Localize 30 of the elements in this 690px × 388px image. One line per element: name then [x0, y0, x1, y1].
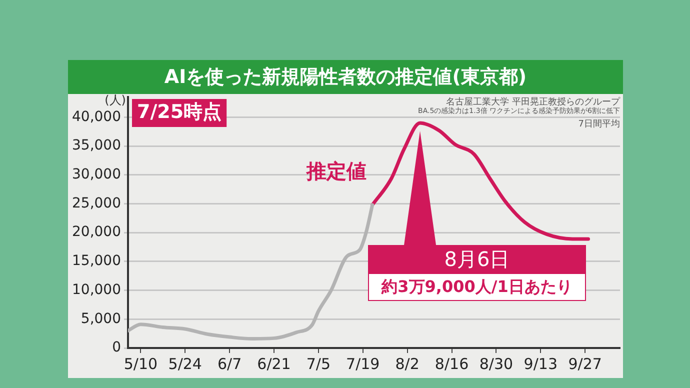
x-tick-label: 7/19: [346, 354, 380, 373]
y-tick-label: 0: [112, 340, 121, 356]
x-tick-label: 5/10: [124, 354, 158, 373]
series-label: 推定値: [305, 159, 366, 184]
chart-title: AIを使った新規陽性者数の推定値(東京都): [68, 60, 623, 94]
y-tick-label: 10,000: [72, 282, 121, 298]
x-tick-label: 8/16: [434, 354, 469, 373]
x-tick-label: 9/27: [568, 354, 602, 373]
y-axis-title: (人): [104, 93, 126, 108]
y-tick-label: 15,000: [72, 253, 121, 270]
y-tick-label: 20,000: [72, 224, 121, 240]
annotation: 8月6日: [368, 244, 586, 273]
annotation: 7日間平均: [578, 118, 620, 130]
y-tick-label: 5,000: [80, 310, 121, 327]
line-series: [370, 121, 590, 241]
x-tick-label: 6/7: [218, 354, 242, 373]
y-tick-label: 30,000: [72, 166, 121, 183]
y-tick-label: 40,000: [72, 108, 121, 125]
x-tick-label: 8/30: [479, 354, 514, 373]
x-tick-label: 5/24: [168, 354, 202, 373]
y-tick-label: 35,000: [72, 138, 121, 154]
x-tick-label: 9/13: [524, 354, 558, 373]
y-tick-label: 25,000: [72, 195, 121, 212]
annotation: 7/25時点: [137, 100, 222, 123]
line-series: [128, 203, 374, 341]
x-tick-label: 6/21: [257, 354, 291, 373]
annotation: 約3万9,000人/1日あたり: [368, 272, 586, 301]
x-tick-label: 7/5: [306, 354, 331, 373]
x-tick-label: 8/2: [395, 354, 420, 373]
annotation: 名古屋工業大学 平田晃正教授らのグループ: [446, 96, 621, 108]
